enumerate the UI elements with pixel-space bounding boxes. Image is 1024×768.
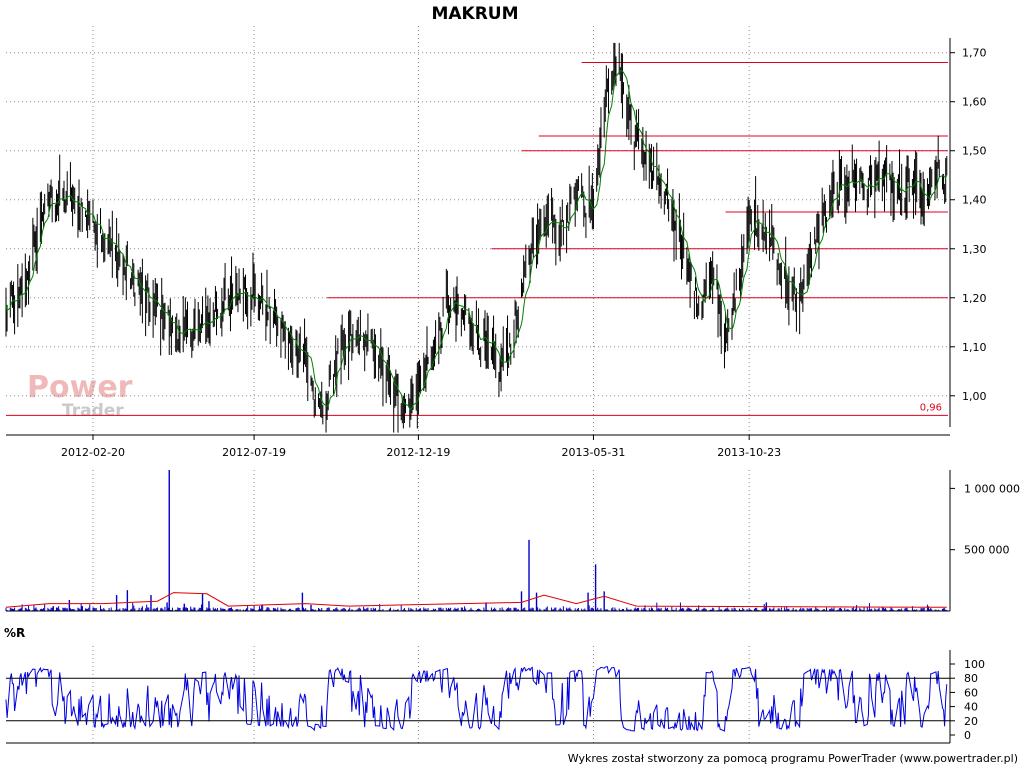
date-tick-label: 2013-10-23 — [717, 446, 781, 459]
price-tick-label: 1,30 — [962, 243, 987, 256]
wr-panel-label: %R — [4, 626, 25, 640]
price-moving-average — [5, 69, 948, 411]
level-label: 0,96 — [920, 402, 942, 413]
price-tick-label: 1,40 — [962, 194, 987, 207]
volume-tick-label: 1 000 000 — [964, 482, 1020, 495]
volume-gridlines — [92, 470, 750, 611]
volume-bars — [5, 470, 948, 611]
volume-tick-label: 500 000 — [964, 544, 1010, 557]
footer-credit: Wykres został stworzony za pomocą progra… — [568, 752, 1018, 765]
wr-tick-label: 60 — [964, 686, 978, 699]
support-resistance-lines — [6, 62, 948, 416]
price-tick-label: 1,60 — [962, 96, 987, 109]
chart-title: MAKRUM — [431, 4, 518, 24]
price-bars — [5, 42, 948, 433]
price-tick-label: 1,20 — [962, 292, 987, 305]
wr-tick-label: 40 — [964, 701, 978, 714]
volume-axis: 500 000 1 000 000 — [6, 470, 1020, 612]
price-tick-label: 1,00 — [962, 390, 987, 403]
wr-tick-label: 0 — [964, 729, 971, 742]
date-tick-label: 2012-02-20 — [61, 446, 125, 459]
wr-tick-label: 100 — [964, 658, 985, 671]
date-tick-label: 2012-12-19 — [386, 446, 450, 459]
price-axis: 1,00 1,10 1,20 1,30 1,40 1,50 1,60 1,70 — [949, 38, 987, 427]
price-gridlines — [6, 26, 950, 435]
price-tick-label: 1,10 — [962, 341, 987, 354]
wr-tick-label: 20 — [964, 715, 978, 728]
williams-r-line — [5, 666, 948, 732]
date-tick-label: 2012-07-19 — [222, 446, 286, 459]
date-tick-label: 2013-05-31 — [561, 446, 625, 459]
wr-tick-label: 80 — [964, 672, 978, 685]
volume-average-line — [5, 592, 947, 608]
wr-gridlines — [92, 646, 750, 743]
date-axis: 2012-02-20 2012-07-19 2012-12-19 2013-05-31… — [6, 434, 950, 459]
watermark-power: Power — [27, 370, 133, 405]
price-tick-label: 1,70 — [962, 47, 987, 60]
price-tick-label: 1,50 — [962, 145, 987, 158]
